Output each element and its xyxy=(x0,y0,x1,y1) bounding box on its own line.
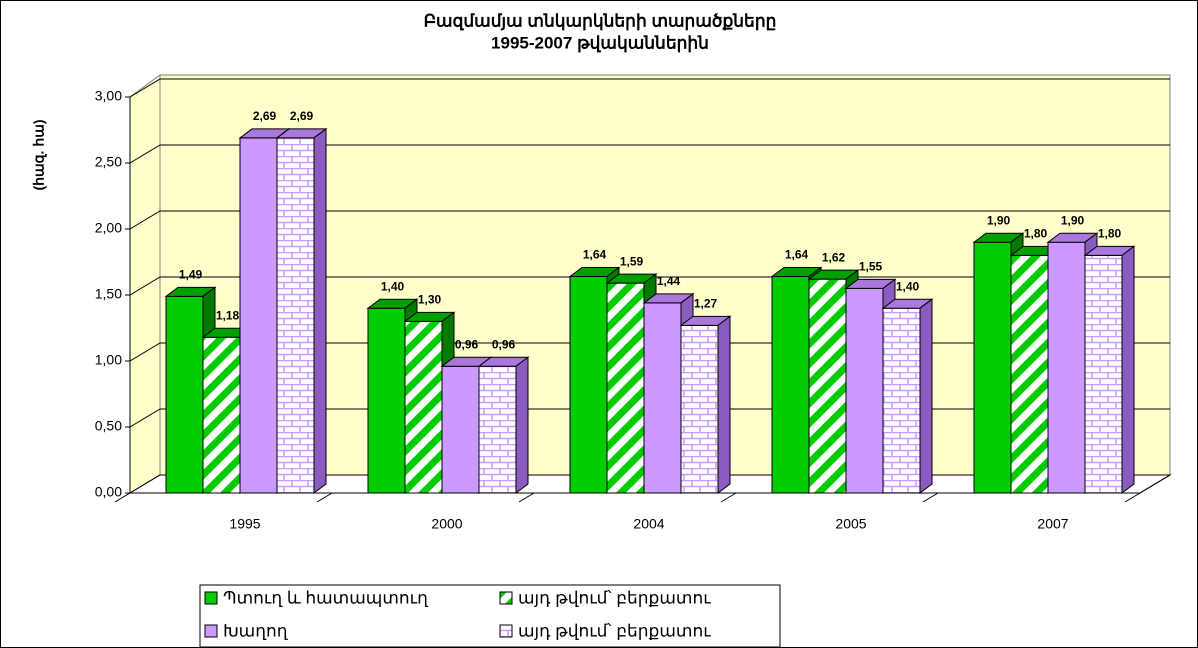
x-tick-label: 2007 xyxy=(1037,516,1068,532)
x-tick xyxy=(114,492,131,503)
value-label: 1,80 xyxy=(1024,227,1048,241)
x-tick-label: 2004 xyxy=(633,516,664,532)
legend-label: այդ թվում՝ բերքատու xyxy=(518,588,711,607)
x-tick-label: 2005 xyxy=(835,516,866,532)
x-tick xyxy=(922,492,939,503)
value-label: 2,69 xyxy=(253,109,277,123)
y-tick-label: 3,00 xyxy=(95,88,122,104)
bar xyxy=(239,137,278,494)
value-label: 1,64 xyxy=(785,248,809,262)
bar xyxy=(165,295,204,494)
legend xyxy=(199,584,781,648)
value-label: 0,96 xyxy=(455,337,479,351)
legend-swatch xyxy=(499,591,513,605)
grid-line xyxy=(129,78,1170,98)
legend-label: Պտուղ և հատապտուղ xyxy=(223,588,429,607)
y-tick-label: 2,00 xyxy=(95,220,122,236)
value-label: 1,18 xyxy=(216,308,240,322)
value-label: 1,64 xyxy=(583,248,607,262)
bar xyxy=(1084,254,1123,494)
bar-side xyxy=(515,356,529,494)
side-wall xyxy=(129,74,161,494)
value-label: 1,49 xyxy=(179,267,203,281)
bar xyxy=(606,282,645,494)
bar xyxy=(1010,254,1049,494)
bar xyxy=(882,307,921,494)
bar xyxy=(367,307,406,494)
y-tick-label: 0,00 xyxy=(95,484,122,500)
bar xyxy=(680,324,719,494)
y-axis-label: (հազ. հա) xyxy=(31,119,48,190)
x-tick-label: 1995 xyxy=(229,516,260,532)
y-tick-label: 2,50 xyxy=(95,154,122,170)
value-label: 1,40 xyxy=(896,279,920,293)
x-tick xyxy=(518,492,535,503)
bar xyxy=(276,137,315,494)
bar-side xyxy=(919,298,933,494)
value-label: 1,90 xyxy=(987,213,1011,227)
bar xyxy=(845,287,884,494)
y-tick-label: 1,50 xyxy=(95,286,122,302)
value-label: 1,44 xyxy=(657,274,681,288)
x-tick xyxy=(316,492,333,503)
grid-line xyxy=(129,144,1170,164)
bar-side xyxy=(1121,245,1135,494)
value-label: 1,30 xyxy=(418,293,442,307)
legend-swatch xyxy=(204,624,218,638)
legend-swatch xyxy=(499,624,513,638)
chart-subtitle: 1995-2007 թվականներին xyxy=(491,33,709,52)
y-tick-label: 1,00 xyxy=(95,352,122,368)
bar xyxy=(973,241,1012,494)
bar xyxy=(1047,241,1086,494)
x-tick-label: 2000 xyxy=(431,516,462,532)
legend-label: այդ թվում՝ բերքատու xyxy=(518,621,711,640)
x-tick xyxy=(1124,492,1141,503)
value-label: 2,69 xyxy=(290,109,314,123)
chart-title: Բազմամյա տնկարկների տարածքները xyxy=(424,11,777,30)
x-axis-end xyxy=(1139,474,1171,494)
value-label: 1,59 xyxy=(620,254,644,268)
bar xyxy=(404,320,443,494)
grid-line xyxy=(129,210,1170,230)
legend-label: Խաղող xyxy=(223,621,289,640)
bar xyxy=(569,276,608,494)
value-label: 1,80 xyxy=(1098,227,1122,241)
bar xyxy=(771,276,810,494)
bar xyxy=(643,302,682,494)
y-tick-label: 0,50 xyxy=(95,418,122,434)
value-label: 1,27 xyxy=(694,297,718,311)
value-label: 1,40 xyxy=(381,279,405,293)
bar xyxy=(441,365,480,494)
bar xyxy=(808,278,847,494)
value-label: 1,90 xyxy=(1061,213,1085,227)
value-label: 1,55 xyxy=(859,260,883,274)
value-label: 1,62 xyxy=(822,250,846,264)
legend-swatch xyxy=(204,591,218,605)
x-tick xyxy=(720,492,737,503)
bar-side xyxy=(313,127,327,494)
value-label: 0,96 xyxy=(492,337,516,351)
bar-side xyxy=(717,315,731,494)
bar xyxy=(202,336,241,494)
bar xyxy=(478,365,517,494)
